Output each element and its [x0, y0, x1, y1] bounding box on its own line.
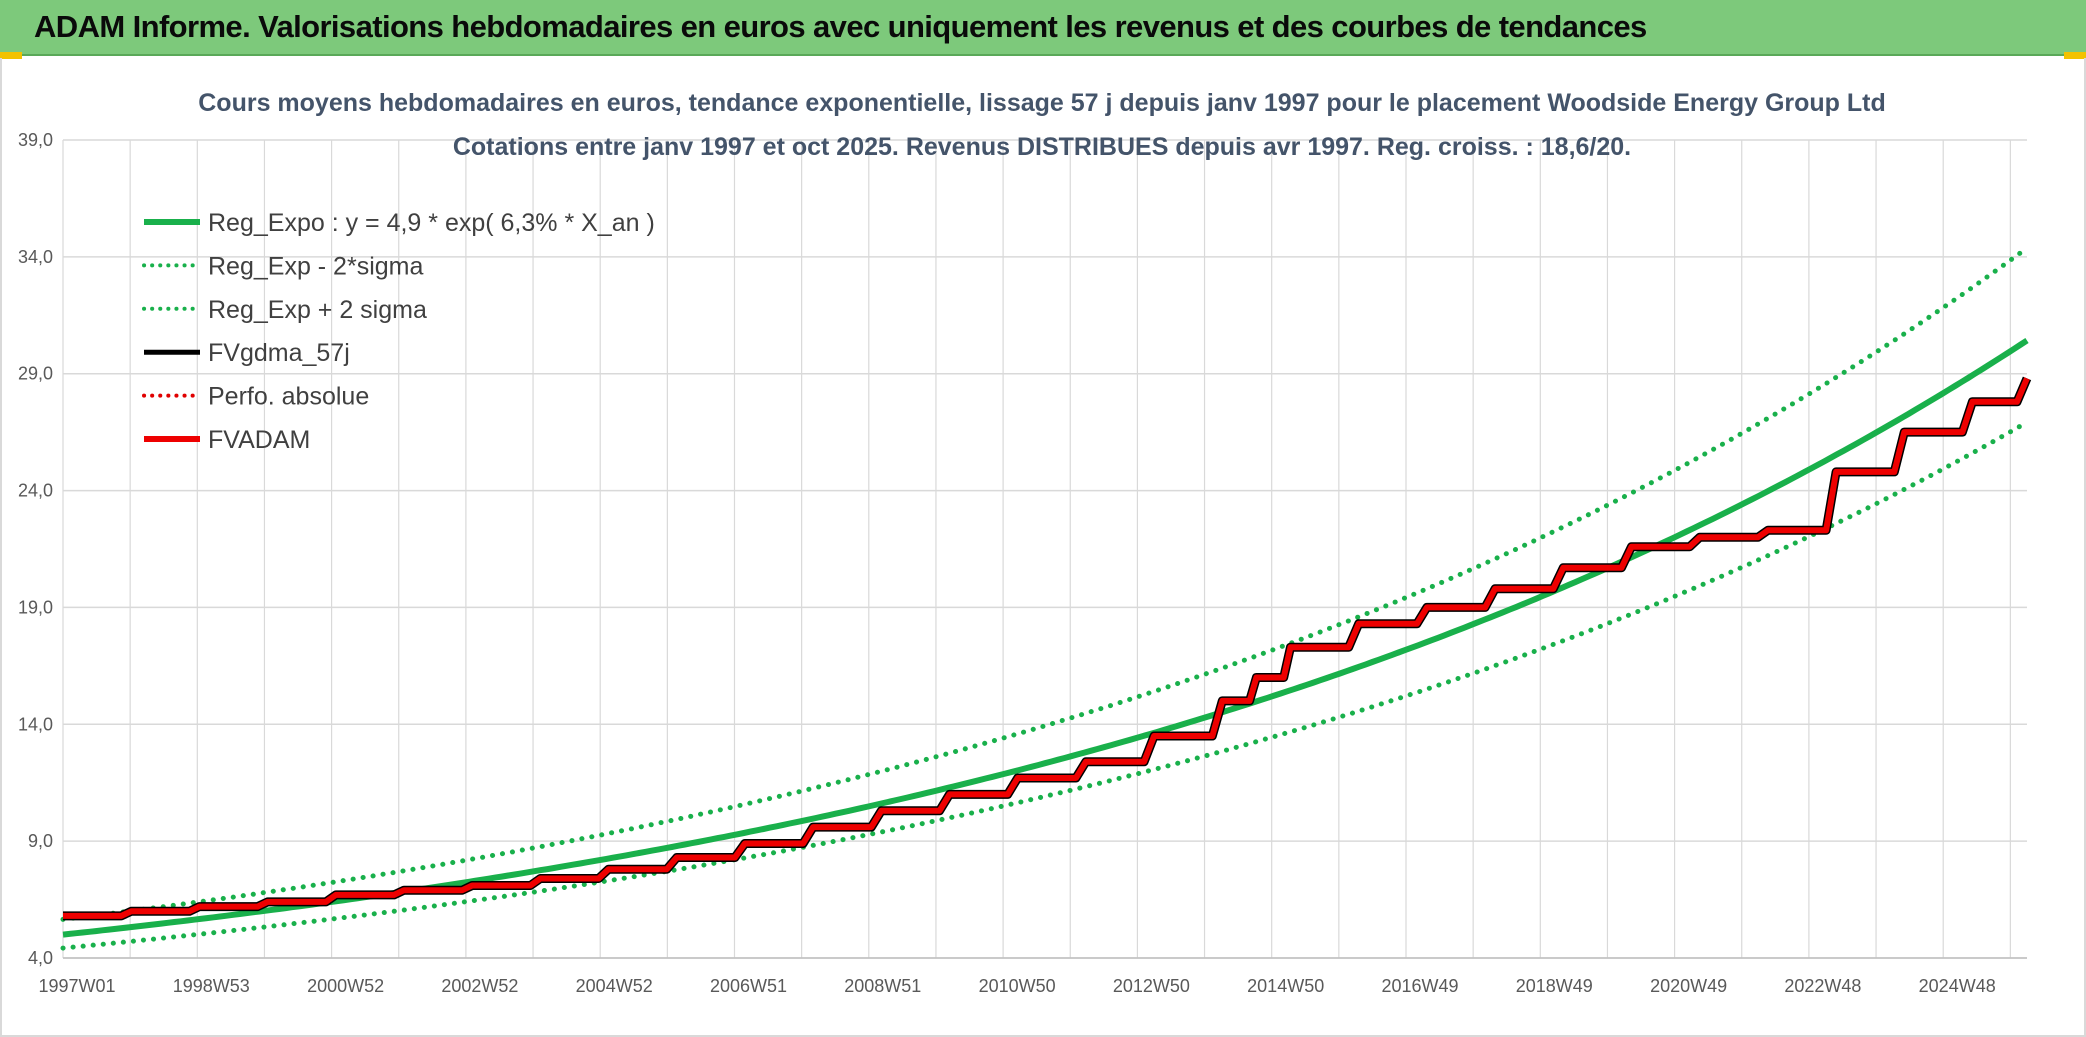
- reg-minus-2sigma-line: [60, 419, 2030, 951]
- banner-corner-right: [2064, 52, 2086, 59]
- reg-expo-line: [62, 337, 2029, 938]
- series-lines: [60, 245, 2032, 951]
- fvadam-line: [63, 377, 2030, 919]
- y-tick-label: 24,0: [18, 481, 53, 501]
- y-axis-ticks: 4,0 9,0 14,0 19,0 24,0 29,0 34,0 39,0: [18, 130, 53, 968]
- x-tick-label: 2012W50: [1113, 976, 1190, 996]
- y-tick-label: 39,0: [18, 130, 53, 150]
- chart-grid: [62, 139, 2027, 959]
- x-tick-label: 2000W52: [307, 976, 384, 996]
- x-tick-label: 2006W51: [710, 976, 787, 996]
- chart-legend: Reg_Expo : y = 4,9 * exp( 6,3% * X_an ) R…: [142, 209, 655, 454]
- x-tick-label: 2018W49: [1516, 976, 1593, 996]
- chart-title: Cours moyens hebdomadaires en euros, ten…: [198, 89, 1886, 117]
- report-title: ADAM Informe. Valorisations hebdomadaire…: [34, 9, 1647, 44]
- x-tick-label: 1998W53: [173, 976, 250, 996]
- fvgdma-57j-line: [63, 376, 2032, 921]
- legend-label-fvadam: FVADAM: [208, 426, 310, 454]
- x-tick-label: 2016W49: [1381, 976, 1458, 996]
- report-banner: ADAM Informe. Valorisations hebdomadaire…: [0, 0, 2086, 56]
- y-tick-label: 4,0: [28, 948, 53, 968]
- x-tick-label: 2022W48: [1784, 976, 1861, 996]
- x-tick-label: 2002W52: [441, 976, 518, 996]
- x-tick-label: 2024W48: [1919, 976, 1996, 996]
- x-tick-label: 2004W52: [576, 976, 653, 996]
- legend-label-fvgdma: FVgdma_57j: [208, 339, 350, 367]
- x-axis-ticks: 1997W01 1998W53 2000W52 2002W52 2004W52 2006W…: [38, 976, 1995, 996]
- chart-subtitle: Cotations entre janv 1997 et oct 2025. R…: [453, 133, 1631, 161]
- y-tick-label: 29,0: [18, 364, 53, 384]
- legend-label-perfo: Perfo. absolue: [208, 383, 369, 411]
- legend-label-high: Reg_Exp + 2 sigma: [208, 296, 427, 324]
- legend-label-reg: Reg_Expo : y = 4,9 * exp( 6,3% * X_an ): [208, 209, 655, 237]
- y-tick-label: 9,0: [28, 831, 53, 851]
- legend-label-low: Reg_Exp - 2*sigma: [208, 252, 423, 280]
- y-tick-label: 14,0: [18, 714, 53, 734]
- x-tick-label: 2020W49: [1650, 976, 1727, 996]
- banner-corner-left: [0, 52, 22, 59]
- chart-frame: [0, 58, 2086, 1037]
- y-tick-label: 19,0: [18, 597, 53, 617]
- x-tick-label: 1997W01: [38, 976, 115, 996]
- y-tick-label: 34,0: [18, 247, 53, 267]
- x-tick-label: 2014W50: [1247, 976, 1324, 996]
- x-tick-label: 2010W50: [979, 976, 1056, 996]
- x-tick-label: 2008W51: [844, 976, 921, 996]
- reg-plus-2sigma-line: [60, 245, 2030, 922]
